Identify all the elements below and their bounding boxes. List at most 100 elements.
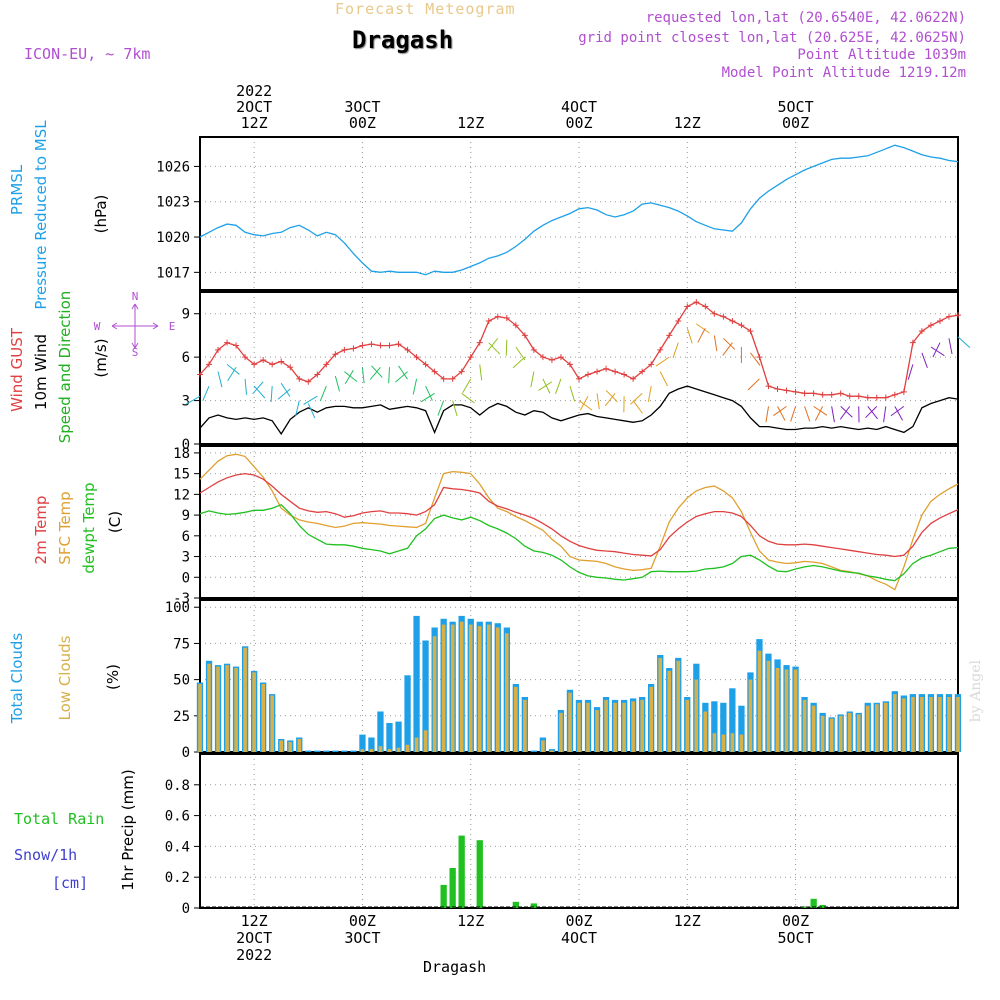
ytick-label-precip-1: 0.2 xyxy=(165,870,190,886)
low-cloud-bar-51 xyxy=(658,657,662,752)
wind-arrow-15 xyxy=(334,375,340,392)
total-cloud-bar-24 xyxy=(413,615,420,752)
compass-s: S xyxy=(132,346,139,359)
wind-arrow-20 xyxy=(369,366,381,380)
gust-marker-1 xyxy=(206,361,213,368)
precip-unit: 1hr Precip (mm) xyxy=(119,769,137,890)
total-cloud-bar-60 xyxy=(738,705,745,752)
gust-marker-9 xyxy=(278,358,285,365)
gust-marker-57 xyxy=(711,310,718,317)
rain-bar-5 xyxy=(530,903,537,908)
wind-arrow-42 xyxy=(578,400,593,411)
low-cloud-bar-25 xyxy=(423,730,428,752)
gust-marker-50 xyxy=(648,361,655,368)
gust-marker-38 xyxy=(539,354,546,361)
gust-marker-64 xyxy=(774,385,781,392)
wind-arrow-81 xyxy=(930,346,945,357)
ytick-label-temp-2: 3 xyxy=(182,550,190,566)
wind-arrow-32 xyxy=(488,342,501,355)
gust-marker-30 xyxy=(467,354,474,361)
gust-marker-17 xyxy=(350,345,357,352)
temp-label-2: dewpt Temp xyxy=(80,482,98,573)
gust-marker-61 xyxy=(747,328,754,335)
series-wind-gust xyxy=(199,301,959,399)
wind-arrow-40 xyxy=(555,378,562,395)
wind-arrow-72 xyxy=(839,406,851,420)
gust-marker-45 xyxy=(603,365,610,372)
gust-marker-62 xyxy=(756,354,763,361)
wind-arrow-25 xyxy=(425,385,433,401)
gust-marker-29 xyxy=(458,368,465,375)
ytick-label-pressure-1: 1020 xyxy=(156,230,190,246)
total-cloud-bar-58 xyxy=(720,702,727,752)
model-altitude: Model Point Altitude 1219.12m xyxy=(721,65,966,81)
wind-arrow-23 xyxy=(395,371,408,383)
ytick-label-pressure-0: 1017 xyxy=(156,265,190,281)
rain-bar-4 xyxy=(512,901,519,908)
wind-arrow-49 xyxy=(630,392,643,405)
wind-unit: (m/s) xyxy=(92,338,110,377)
wind-arrow-53 xyxy=(672,342,679,358)
wind-arrow-56 xyxy=(697,327,706,343)
wind-arrow-61 xyxy=(750,352,761,366)
wind-arrow-8 xyxy=(270,386,273,403)
wind-arrow-18 xyxy=(361,367,365,384)
ytick-label-clouds-0: 0 xyxy=(182,745,190,761)
gust-marker-55 xyxy=(693,299,700,306)
wind-label-1: 10m Wind xyxy=(32,334,50,410)
gust-marker-47 xyxy=(621,371,628,378)
gust-marker-80 xyxy=(918,328,925,335)
wind-arrow-26 xyxy=(420,392,435,403)
ytick-label-pressure-2: 1023 xyxy=(156,195,190,211)
gust-marker-63 xyxy=(765,383,772,390)
wind-arrow-29 xyxy=(461,392,475,404)
gust-marker-10 xyxy=(287,364,294,371)
gust-marker-77 xyxy=(891,391,898,398)
wind-arrow-57 xyxy=(713,335,718,352)
ytick-label-wind-3: 9 xyxy=(182,307,190,323)
gust-marker-40 xyxy=(557,354,564,361)
ytick-label-temp-1: 0 xyxy=(182,570,190,586)
total-cloud-bar-19 xyxy=(368,737,375,752)
wind-arrow-48 xyxy=(632,400,643,414)
wind-arrow-78 xyxy=(890,405,905,417)
gust-marker-41 xyxy=(566,361,573,368)
wind-arrow-0 xyxy=(185,395,201,405)
gust-marker-46 xyxy=(612,368,619,375)
gust-marker-28 xyxy=(449,375,456,382)
ytick-label-precip-2: 0.4 xyxy=(165,839,190,855)
ytick-label-clouds-2: 50 xyxy=(173,673,190,689)
clouds-label-0: Total Clouds xyxy=(8,633,26,725)
wind-arrow-17 xyxy=(344,369,354,385)
low-cloud-bar-78 xyxy=(902,698,906,752)
wind-arrow-44 xyxy=(596,393,600,410)
wind-arrow-27 xyxy=(437,400,445,416)
gust-marker-54 xyxy=(684,303,691,310)
low-cloud-bar-46 xyxy=(613,702,617,752)
gust-marker-16 xyxy=(341,346,348,353)
ytick-label-temp-3: 6 xyxy=(182,529,190,545)
forecast-title: Forecast Meteogram xyxy=(335,0,516,18)
low-cloud-bar-59 xyxy=(730,733,735,752)
clouds-unit: (%) xyxy=(104,664,122,690)
gust-marker-51 xyxy=(657,346,664,353)
wind-arrow-4 xyxy=(227,367,237,382)
series-dewpt-temp xyxy=(199,503,959,582)
rain-bar-0 xyxy=(440,884,447,908)
gust-marker-4 xyxy=(233,342,240,349)
rain-bar-1 xyxy=(449,868,456,908)
gust-marker-12 xyxy=(305,378,312,385)
total-cloud-bar-13 xyxy=(314,750,321,752)
low-cloud-bar-73 xyxy=(856,714,861,752)
low-cloud-bar-45 xyxy=(604,699,608,752)
bottom-time-label-0-2: 2022 xyxy=(236,946,272,964)
gust-marker-18 xyxy=(359,342,366,349)
bottom-time-label-5-0: 00Z xyxy=(782,912,809,930)
low-cloud-bar-2 xyxy=(216,666,220,752)
low-cloud-bar-23 xyxy=(405,744,410,752)
gust-marker-49 xyxy=(639,368,646,375)
rain-bar-3 xyxy=(476,840,483,908)
gust-marker-83 xyxy=(945,313,952,320)
gust-marker-66 xyxy=(792,388,799,395)
clouds-label-1: Low Clouds xyxy=(56,635,74,720)
